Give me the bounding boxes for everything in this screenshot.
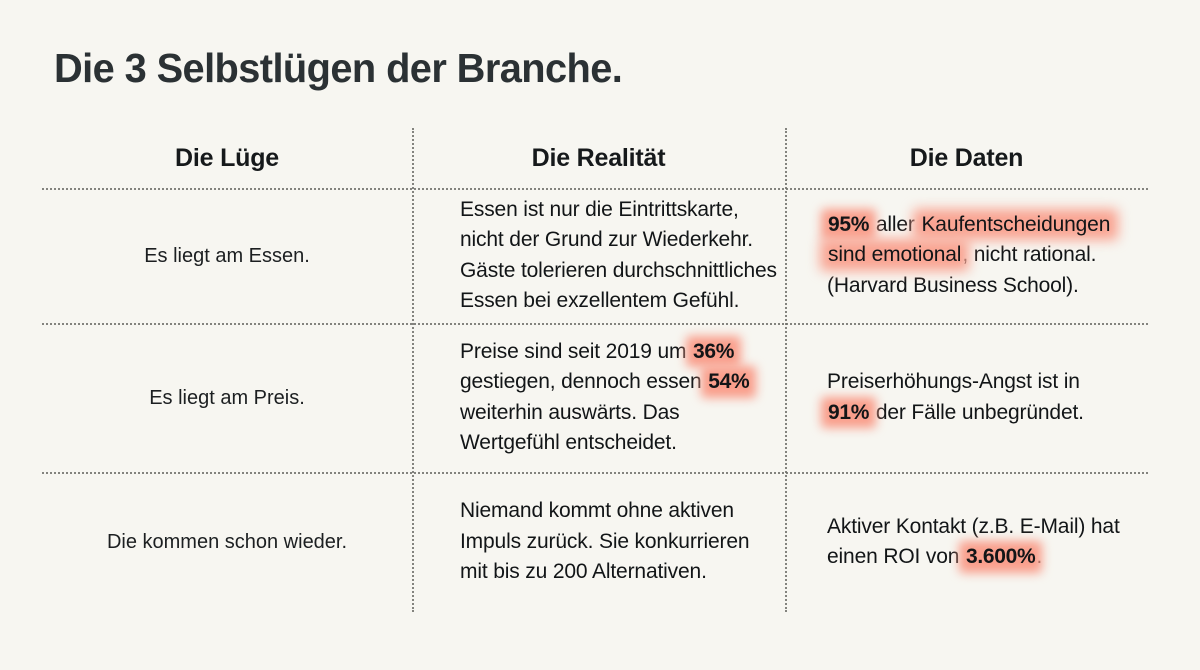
phrase-highlight-2: sind emotional <box>827 240 962 271</box>
stat-highlight-roi: 3.600% <box>965 542 1036 573</box>
reality-line-1: Essen ist nur die Eintrittskarte, <box>460 197 739 221</box>
data-cell: 95% aller Kaufentscheidungen sind emotion… <box>785 188 1148 323</box>
reality-cell: Preise sind seit 2019 um 36% gestiegen, d… <box>412 323 785 472</box>
column-divider-1 <box>412 128 414 612</box>
stat-highlight-91: 91% <box>827 398 870 429</box>
data-text: 95% aller Kaufentscheidungen sind emotion… <box>827 210 1111 302</box>
reality-line-4: Essen bei exzellentem Gefühl. <box>460 289 740 312</box>
reality-line-1: Niemand kommt ohne aktiven <box>460 499 734 523</box>
reality-text: Niemand kommt ohne aktiven Impuls zurück… <box>460 496 750 588</box>
row-divider-header <box>42 188 1148 190</box>
page-title: Die 3 Selbstlügen der Branche. <box>54 45 623 91</box>
reality-line-2: nicht der Grund zur Wiederkehr. <box>460 228 753 251</box>
column-header-lie: Die Lüge <box>175 143 279 172</box>
row-divider-1 <box>42 323 1148 325</box>
lie-text: Es liegt am Essen. <box>144 244 310 267</box>
reality-pre-2: gestiegen, dennoch essen <box>460 370 708 393</box>
data-source: (Harvard Business School). <box>827 273 1079 297</box>
column-header-reality: Die Realität <box>531 143 666 172</box>
stat-highlight: 95% <box>827 210 870 241</box>
table-row: Die kommen schon wieder. Niemand kommt o… <box>42 472 1148 612</box>
table-row: Es liegt am Essen. Essen ist nur die Ein… <box>42 188 1148 323</box>
row-divider-2 <box>42 472 1148 474</box>
reality-pre-1: Preise sind seit 2019 um <box>460 339 693 363</box>
column-divider-2 <box>785 128 787 612</box>
reality-line-3: weiterhin auswärts. Das <box>460 400 680 424</box>
lie-cell: Die kommen schon wieder. <box>42 472 412 612</box>
stat-highlight-54: 54% <box>707 367 750 398</box>
column-header-data: Die Daten <box>909 143 1024 172</box>
stat-highlight-36: 36% <box>692 337 735 368</box>
data-tail: der Fälle unbegründet. <box>870 400 1084 424</box>
reality-cell: Essen ist nur die Eintrittskarte, nicht … <box>412 188 785 323</box>
data-tail: , nicht rational. <box>962 243 1097 267</box>
table-header-row: Die Lüge Die Realität Die Daten <box>42 128 1148 188</box>
lie-cell: Es liegt am Preis. <box>42 323 412 472</box>
data-text: Aktiver Kontakt (z.B. E-Mail) hat einen R… <box>827 512 1120 573</box>
table-row: Es liegt am Preis. Preise sind seit 2019… <box>42 323 1148 472</box>
reality-line-3: mit bis zu 200 Alternativen. <box>460 560 707 584</box>
reality-text: Preise sind seit 2019 um 36% gestiegen, d… <box>460 337 750 459</box>
reality-cell: Niemand kommt ohne aktiven Impuls zurück… <box>412 472 785 612</box>
reality-text: Essen ist nur die Eintrittskarte, nicht … <box>460 195 777 317</box>
data-cell: Aktiver Kontakt (z.B. E-Mail) hat einen R… <box>785 472 1148 612</box>
reality-line-2: Impuls zurück. Sie konkurrieren <box>460 529 750 553</box>
data-line-1: Aktiver Kontakt (z.B. E-Mail) hat <box>827 514 1120 538</box>
lie-text: Es liegt am Preis. <box>149 386 305 409</box>
lie-text: Die kommen schon wieder. <box>106 531 348 553</box>
lie-cell: Es liegt am Essen. <box>42 188 412 323</box>
reality-line-4: Wertgefühl entscheidet. <box>460 431 677 454</box>
data-connector: aller <box>870 212 921 236</box>
data-pre: einen ROI von <box>827 545 965 568</box>
phrase-highlight-1: Kaufentscheidungen <box>920 210 1111 241</box>
data-line-1: Preiserhöhungs-Angst ist in <box>827 370 1080 393</box>
data-text: Preiserhöhungs-Angst ist in 91% der Fälle… <box>827 367 1084 428</box>
reality-line-3: Gäste tolerieren durchschnittliches <box>460 258 777 282</box>
comparison-table: Die Lüge Die Realität Die Daten Es liegt… <box>42 128 1148 612</box>
data-cell: Preiserhöhungs-Angst ist in 91% der Fälle… <box>785 323 1148 472</box>
